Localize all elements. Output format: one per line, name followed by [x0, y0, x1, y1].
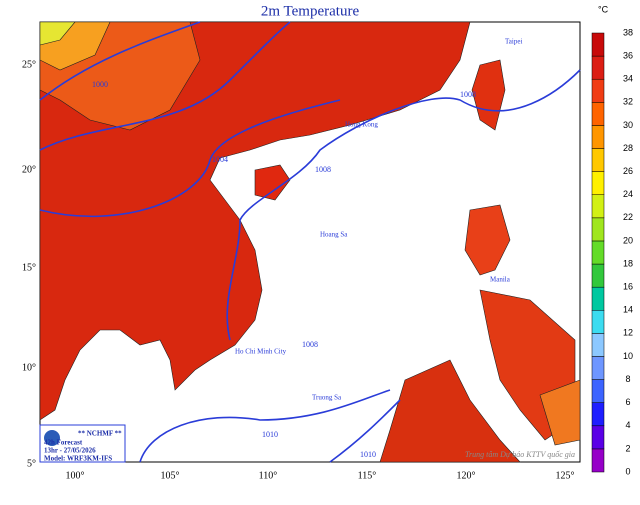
colorbar-cell	[591, 263, 605, 288]
colorbar-label: 26	[623, 166, 633, 176]
info-line: ** NCHMF **	[78, 430, 122, 438]
isobar-labels: 1000 1004 1008 1008 1008 1010 1010	[92, 80, 476, 459]
colorbar-label: 36	[623, 50, 633, 60]
lon-label: 100°	[66, 470, 85, 481]
colorbar-cell	[591, 125, 605, 149]
land	[39, 21, 581, 463]
colorbar-cell	[591, 240, 605, 265]
colorbar-label: 4	[625, 420, 630, 430]
info-line: 42h Forecast	[44, 439, 83, 447]
isobar-label: 1010	[360, 450, 376, 459]
colorbar-cell	[591, 194, 605, 219]
colorbar-label: 38	[623, 27, 633, 37]
colorbar-label: 6	[625, 397, 630, 407]
colorbar-cell	[591, 425, 605, 450]
colorbar-unit: °C	[598, 4, 609, 14]
colorbar-cell	[591, 448, 605, 473]
lon-label: 105°	[161, 470, 180, 481]
place-label: Hoang Sa	[320, 231, 348, 239]
logo	[44, 430, 60, 446]
place-label: Hong Kong	[345, 121, 378, 129]
isobar-label: 1008	[315, 165, 331, 174]
isobars	[39, 21, 581, 463]
colorbar-cell	[591, 78, 605, 103]
colorbar-label: 34	[623, 74, 633, 84]
credit: Trung tâm Dự báo KTTV quốc gia	[465, 450, 575, 459]
place-label: Manila	[490, 276, 511, 284]
colorbar-cell	[591, 402, 605, 427]
colorbar-label: 8	[625, 374, 630, 384]
lat-label: 10°	[22, 362, 36, 373]
colorbar-label: 12	[623, 328, 633, 338]
axes: 25° 20° 15° 10° 5° 100° 105° 110° 115° 120° 125°	[22, 59, 575, 481]
colorbar-label: 2	[625, 443, 630, 453]
colorbar-label: 32	[623, 97, 633, 107]
colorbar-label: 14	[623, 305, 633, 315]
colorbar-cell	[591, 32, 605, 57]
place-label: Truong Sa	[312, 394, 342, 402]
place-labels: Taipei Hong Kong Hoang Sa Manila Truong Sa Ho…	[235, 38, 522, 402]
colorbar-label: 28	[623, 143, 633, 153]
isobar-label: 1004	[212, 155, 228, 164]
isobar-label: 1010	[262, 430, 278, 439]
colorbar-label: 22	[623, 212, 633, 222]
colorbar-cell	[591, 102, 605, 126]
place-label: Taipei	[505, 38, 522, 46]
colorbar-label: 18	[623, 258, 633, 268]
info-line: Model: WRF3KM-IFS	[44, 455, 112, 463]
title: 2m Temperature	[261, 3, 360, 19]
colorbar-cell	[591, 379, 605, 403]
isobar-label: 1008	[302, 340, 318, 349]
isobar-label: 1000	[92, 80, 108, 89]
colorbar-cell	[591, 333, 605, 357]
lon-label: 115°	[358, 470, 377, 481]
colorbar-label: 24	[623, 189, 633, 199]
place-label: Ho Chi Minh City	[235, 348, 287, 356]
colorbar-cell	[591, 217, 605, 242]
colorbar-cell	[591, 286, 605, 311]
lat-label: 15°	[22, 262, 36, 273]
lon-label: 120°	[457, 470, 476, 481]
colorbar-label: 20	[623, 235, 633, 245]
lat-label: 25°	[22, 59, 36, 70]
colorbar-label: 30	[623, 120, 633, 130]
colorbar-cell	[591, 310, 605, 334]
colorbar-cell	[591, 55, 605, 80]
isobar-label: 1008	[460, 90, 476, 99]
colorbar-cell	[591, 356, 605, 380]
lat-label: 5°	[27, 458, 36, 469]
colorbar-label: 0	[625, 466, 630, 476]
info-line: 13hr - 27/05/2026	[44, 447, 96, 455]
colorbar-cell	[591, 171, 605, 195]
lat-label: 20°	[22, 164, 36, 175]
colorbar-label: 10	[623, 351, 633, 361]
lon-label: 125°	[556, 470, 575, 481]
colorbar-label: 16	[623, 282, 633, 292]
lon-label: 110°	[259, 470, 278, 481]
colorbar-cell	[591, 148, 605, 172]
